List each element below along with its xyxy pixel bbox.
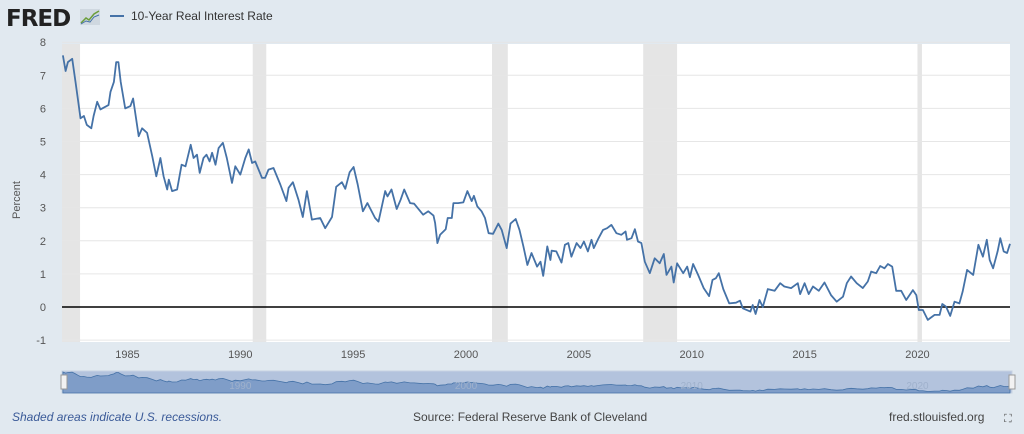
navigator-handle-right[interactable]: [1008, 374, 1016, 390]
legend-item[interactable]: 10-Year Real Interest Rate: [110, 9, 273, 23]
y-tick-label: 8: [40, 37, 46, 49]
recession-band: [643, 44, 678, 342]
expand-icon[interactable]: ⛶: [1004, 413, 1012, 425]
recession-band: [917, 44, 922, 342]
y-tick-label: 7: [40, 70, 46, 82]
y-tick-label: 5: [40, 137, 46, 149]
navigator-tick-label: 2000: [455, 381, 478, 392]
y-tick-label: 4: [40, 170, 46, 182]
y-tick-label: -1: [36, 335, 46, 347]
x-tick-label: 1990: [228, 349, 252, 361]
recession-note: Shaded areas indicate U.S. recessions.: [12, 410, 223, 424]
x-tick-label: 1985: [115, 349, 139, 361]
y-tick-label: 2: [40, 236, 46, 248]
source-text: Source: Federal Reserve Bank of Clevelan…: [413, 410, 648, 424]
recession-band: [491, 44, 508, 342]
legend-label: 10-Year Real Interest Rate: [131, 9, 273, 23]
x-tick-label: 2000: [454, 349, 478, 361]
x-tick-label: 2005: [567, 349, 591, 361]
x-tick-label: 2015: [792, 349, 816, 361]
navigator-tick-label: 1990: [229, 381, 252, 392]
y-tick-label: 0: [40, 302, 46, 314]
y-tick-label: 6: [40, 103, 46, 115]
x-tick-label: 2010: [680, 349, 704, 361]
y-tick-label: 1: [40, 269, 46, 281]
recession-band: [62, 44, 81, 342]
y-tick-label: 3: [40, 203, 46, 215]
navigator-tick-label: 2010: [681, 381, 704, 392]
navigator-handle-left[interactable]: [60, 374, 68, 390]
navigator-series: [62, 371, 1011, 394]
fred-logo[interactable]: FRED: [6, 6, 71, 32]
recession-band: [252, 44, 267, 342]
series-line: [62, 55, 1011, 321]
plot-area: [62, 44, 1010, 342]
fred-graph-icon: [80, 9, 100, 25]
navigator-tick-label: 2020: [906, 381, 929, 392]
x-tick-label: 2020: [905, 349, 929, 361]
x-tick-label: 1995: [341, 349, 365, 361]
y-axis-label: Percent: [11, 181, 23, 219]
legend-swatch: [110, 15, 124, 17]
site-link[interactable]: fred.stlouisfed.org: [889, 410, 985, 424]
